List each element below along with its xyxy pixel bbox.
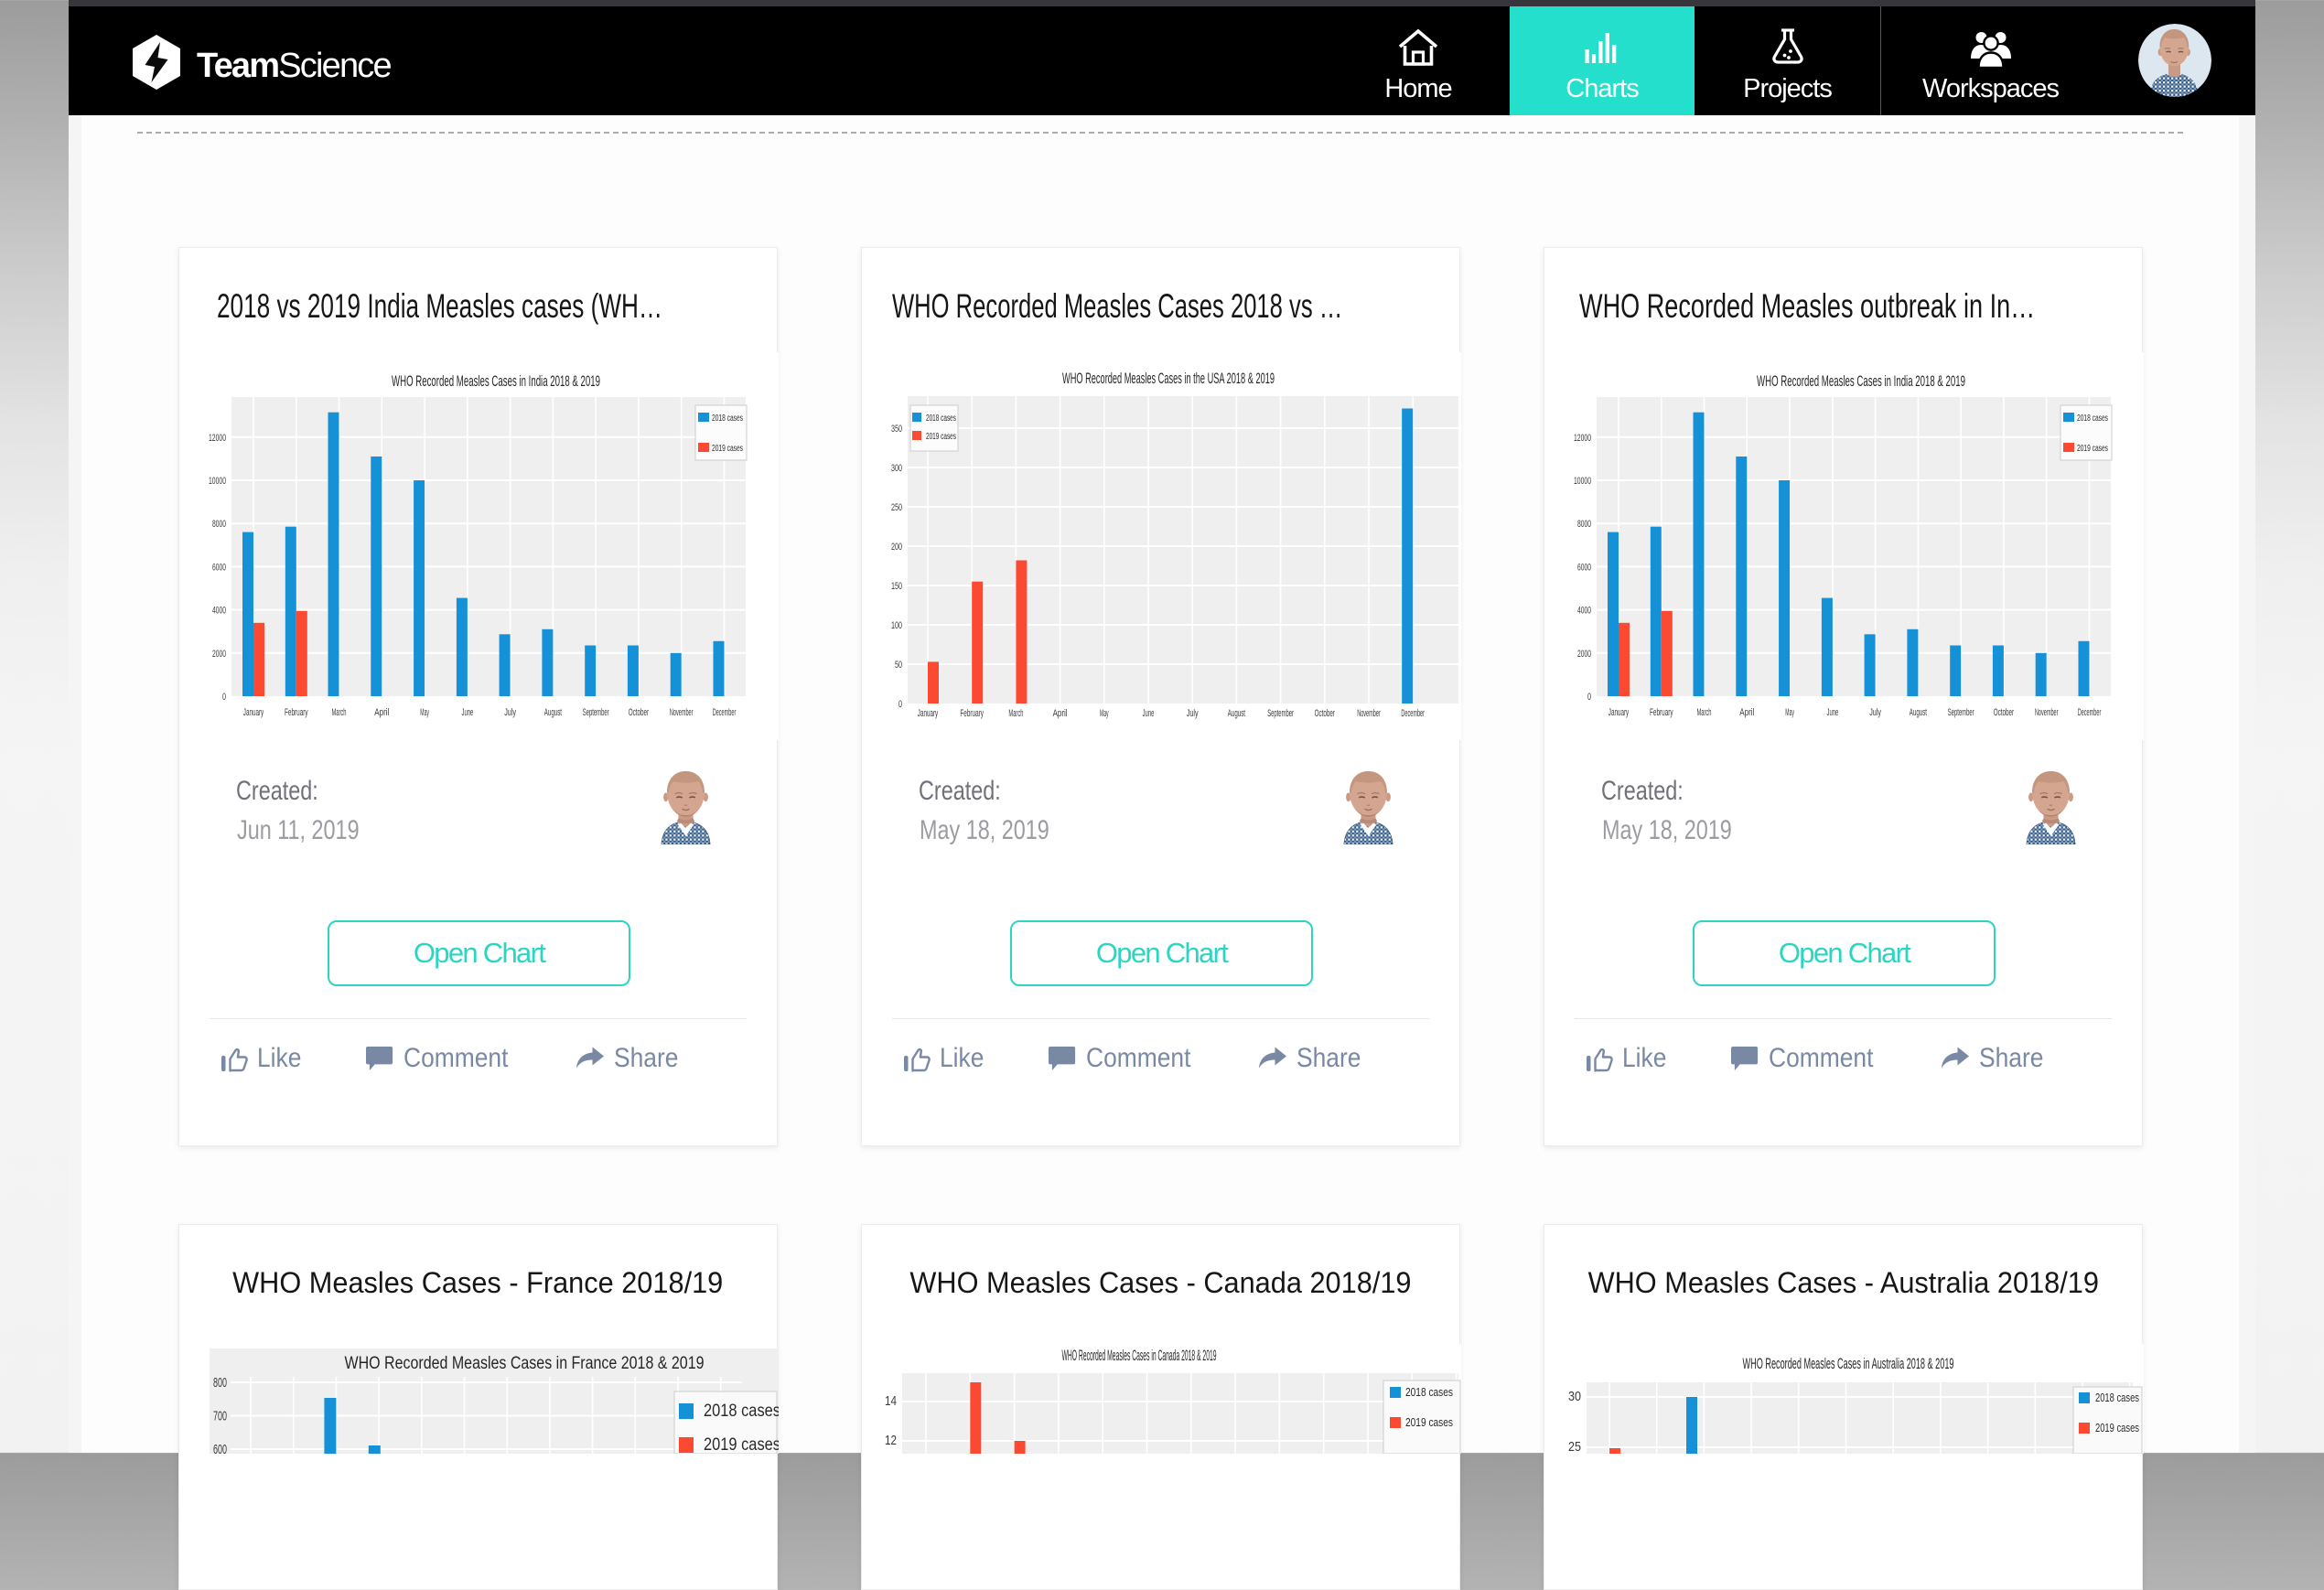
svg-text:100: 100: [891, 620, 902, 631]
svg-text:800: 800: [213, 1375, 227, 1391]
svg-text:July: July: [504, 707, 516, 718]
svg-text:2018 cases: 2018 cases: [704, 1402, 779, 1421]
svg-text:30: 30: [1568, 1389, 1581, 1404]
svg-text:25: 25: [1568, 1439, 1581, 1454]
svg-text:November: November: [1357, 708, 1381, 719]
svg-text:March: March: [1008, 708, 1023, 719]
svg-text:14: 14: [885, 1393, 897, 1409]
svg-text:November: November: [2035, 707, 2059, 718]
svg-text:12: 12: [885, 1433, 897, 1448]
svg-text:0: 0: [222, 692, 226, 703]
svg-text:August: August: [544, 707, 562, 718]
svg-text:August: August: [1228, 708, 1245, 719]
svg-text:2000: 2000: [1577, 649, 1591, 660]
svg-text:March: March: [332, 707, 347, 718]
svg-text:February: February: [1650, 707, 1673, 718]
svg-text:June: June: [1827, 707, 1839, 718]
svg-text:12000: 12000: [209, 433, 226, 444]
svg-text:WHO Recorded Measles Cases in: WHO Recorded Measles Cases in Canada 201…: [1062, 1347, 1217, 1364]
svg-text:2018 cases: 2018 cases: [2095, 1391, 2139, 1404]
svg-text:August: August: [1910, 707, 1927, 718]
svg-text:April: April: [374, 707, 389, 718]
svg-text:2019 cases: 2019 cases: [704, 1435, 779, 1454]
svg-text:October: October: [1315, 708, 1336, 719]
svg-text:0: 0: [1587, 692, 1591, 703]
svg-text:6000: 6000: [1577, 562, 1591, 573]
svg-text:WHO Recorded Measles Cases in: WHO Recorded Measles Cases in France 201…: [345, 1354, 705, 1373]
svg-text:2019 cases: 2019 cases: [1405, 1415, 1453, 1429]
svg-text:WHO Recorded Measles Cases in: WHO Recorded Measles Cases in Australia …: [1743, 1355, 1954, 1372]
svg-text:May: May: [420, 707, 429, 718]
svg-text:March: March: [1697, 707, 1712, 718]
svg-text:50: 50: [895, 660, 902, 671]
svg-text:January: January: [918, 708, 939, 719]
svg-text:6000: 6000: [212, 562, 226, 573]
svg-text:December: December: [1401, 708, 1425, 719]
svg-text:April: April: [1053, 708, 1068, 719]
svg-text:350: 350: [891, 424, 902, 435]
svg-text:10000: 10000: [1574, 476, 1591, 487]
svg-text:600: 600: [213, 1442, 227, 1454]
svg-text:10000: 10000: [209, 476, 226, 487]
svg-text:June: June: [1143, 708, 1155, 719]
svg-text:June: June: [462, 707, 474, 718]
svg-text:February: February: [285, 707, 308, 718]
svg-text:2019 cases: 2019 cases: [2095, 1421, 2139, 1434]
svg-text:12000: 12000: [1574, 433, 1591, 444]
svg-text:2019 cases: 2019 cases: [2077, 444, 2108, 454]
svg-text:2018 cases: 2018 cases: [926, 414, 956, 424]
svg-text:WHO Recorded Measles Cases in: WHO Recorded Measles Cases in India 2018…: [392, 372, 600, 390]
svg-text:November: November: [670, 707, 694, 718]
svg-text:January: January: [243, 707, 264, 718]
svg-text:September: September: [583, 707, 609, 718]
svg-text:December: December: [713, 707, 737, 718]
svg-text:WHO Recorded Measles Cases in: WHO Recorded Measles Cases in the USA 20…: [1062, 370, 1275, 387]
svg-text:July: July: [1869, 707, 1881, 718]
svg-text:4000: 4000: [212, 606, 226, 617]
svg-text:May: May: [1100, 708, 1109, 719]
svg-text:8000: 8000: [1577, 519, 1591, 530]
svg-text:8000: 8000: [212, 519, 226, 530]
svg-text:2018 cases: 2018 cases: [2077, 414, 2108, 424]
svg-text:250: 250: [891, 502, 902, 513]
svg-text:July: July: [1187, 708, 1199, 719]
svg-text:300: 300: [891, 463, 902, 474]
svg-text:2019 cases: 2019 cases: [926, 432, 956, 442]
svg-text:April: April: [1739, 707, 1754, 718]
svg-text:May: May: [1785, 707, 1794, 718]
svg-text:December: December: [2078, 707, 2102, 718]
svg-text:2018 cases: 2018 cases: [1405, 1385, 1453, 1399]
svg-text:January: January: [1609, 707, 1630, 718]
svg-text:October: October: [629, 707, 650, 718]
svg-text:WHO Recorded Measles Cases in: WHO Recorded Measles Cases in India 2018…: [1757, 372, 1965, 390]
svg-text:150: 150: [891, 581, 902, 592]
svg-text:October: October: [1994, 707, 2015, 718]
svg-text:700: 700: [213, 1409, 227, 1424]
svg-text:February: February: [960, 708, 984, 719]
svg-text:September: September: [1267, 708, 1294, 719]
svg-text:2019 cases: 2019 cases: [712, 444, 743, 454]
svg-text:September: September: [1948, 707, 1974, 718]
svg-text:200: 200: [891, 542, 902, 553]
svg-text:4000: 4000: [1577, 606, 1591, 617]
svg-text:2018 cases: 2018 cases: [712, 414, 743, 424]
svg-text:2000: 2000: [212, 649, 226, 660]
svg-text:0: 0: [898, 699, 902, 710]
